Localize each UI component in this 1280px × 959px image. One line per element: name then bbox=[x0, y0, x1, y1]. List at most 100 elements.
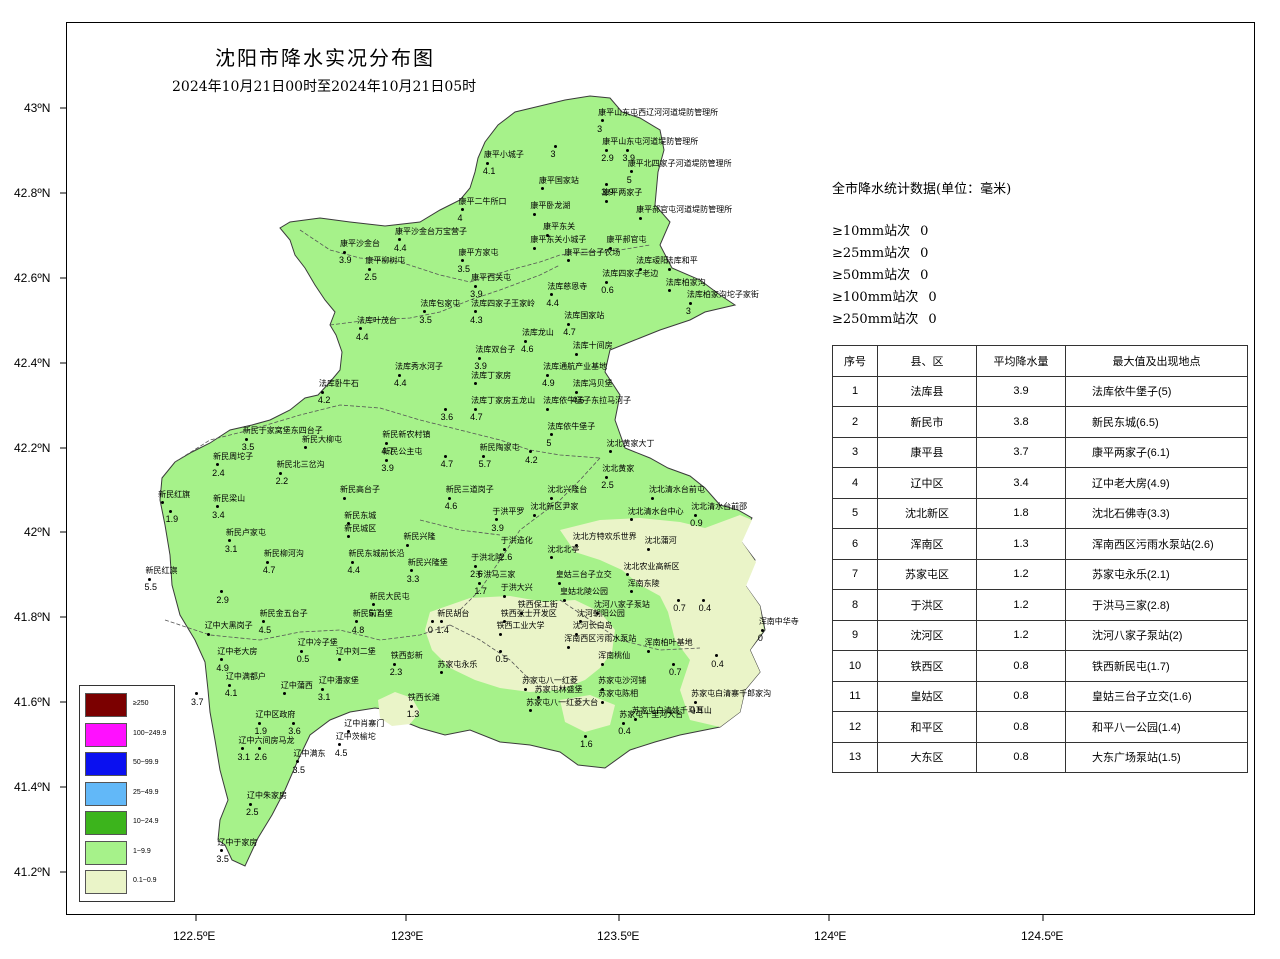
station-marker bbox=[503, 594, 507, 598]
station-value: 2.6 bbox=[254, 751, 267, 762]
map-title: 沈阳市降水实况分布图 bbox=[215, 46, 435, 70]
station-marker bbox=[672, 662, 676, 666]
station-name: 新民胡台 bbox=[437, 608, 470, 618]
station-name: 法库柏家沟 bbox=[665, 277, 706, 287]
lat-label: 41.4ºN bbox=[14, 780, 51, 794]
station-marker bbox=[300, 649, 304, 653]
station-name: 辽中茨榆坨 bbox=[335, 731, 376, 741]
station-name: 浑南桃仙 bbox=[598, 651, 631, 661]
station-name: 康平东关 bbox=[543, 222, 576, 232]
row-district: 新民市 bbox=[877, 406, 977, 438]
station-name: 辽中潘家堡 bbox=[318, 676, 359, 686]
station-value: 2.9 bbox=[601, 153, 614, 164]
table-row: 2 新民市 3.8 新民东城(6.5) bbox=[832, 406, 1248, 438]
station-marker bbox=[609, 450, 613, 454]
station-name: 苏家屯八一红菱大台 bbox=[526, 697, 599, 707]
station-marker bbox=[266, 560, 270, 564]
station-marker bbox=[554, 144, 558, 148]
station-value: 4.9 bbox=[216, 662, 229, 673]
station-value: 2.5 bbox=[364, 272, 377, 283]
station-value: 4.3 bbox=[470, 314, 483, 325]
station-value: 4.6 bbox=[571, 395, 585, 406]
station-value: 0.5 bbox=[495, 654, 509, 665]
station-marker bbox=[693, 513, 697, 517]
station-name: 新民金五台子 bbox=[259, 608, 308, 618]
station-name: 铁西长滩 bbox=[407, 693, 440, 703]
station-name: 法库通航产业基地 bbox=[543, 362, 608, 372]
station-marker bbox=[245, 437, 249, 441]
station-name: 于洪平罗 bbox=[492, 506, 525, 516]
station-name: 康平西关屯 bbox=[471, 273, 512, 283]
station-value: 4.8 bbox=[351, 624, 365, 635]
station-name: 康平小城子 bbox=[483, 150, 524, 160]
station-marker bbox=[583, 734, 587, 738]
station-value: 3.5 bbox=[292, 764, 306, 775]
lat-label: 41.6ºN bbox=[14, 695, 51, 709]
station-value: 0.6 bbox=[601, 285, 614, 296]
station-value: 3.1 bbox=[224, 543, 238, 554]
row-average: 3.4 bbox=[976, 467, 1066, 499]
row-max-location: 沈北石佛寺(3.3) bbox=[1065, 497, 1248, 529]
station-marker bbox=[575, 632, 579, 636]
station-value: 3.6 bbox=[288, 726, 301, 737]
stat-line: ≥100mm站次 0 bbox=[832, 286, 937, 305]
station-name: 沈北黄家 bbox=[602, 464, 635, 474]
row-index: 3 bbox=[832, 436, 878, 468]
station-name: 新民大民屯 bbox=[369, 591, 410, 601]
legend-label: 1~9.9 bbox=[133, 847, 151, 855]
station-name: 法库双台子 bbox=[475, 345, 516, 355]
station-marker bbox=[549, 433, 553, 437]
station-marker bbox=[194, 692, 198, 696]
station-value: 5.7 bbox=[368, 607, 382, 618]
station-name: 铁西彭新 bbox=[390, 651, 423, 661]
station-value: 0 bbox=[757, 633, 763, 644]
lon-label: 124.5ºE bbox=[1021, 929, 1064, 943]
station-marker bbox=[625, 148, 629, 152]
station-name: 康平东关小城子 bbox=[530, 235, 587, 245]
station-name: 法库丁家房五龙山 bbox=[471, 396, 536, 406]
station-marker bbox=[668, 267, 672, 271]
station-marker bbox=[448, 496, 452, 500]
station-name: 法库卧牛石 bbox=[318, 379, 359, 389]
row-max-location: 浑南西区污雨水泵站(2.6) bbox=[1065, 528, 1248, 560]
station-name: 浑南东陵 bbox=[627, 578, 660, 588]
station-marker bbox=[625, 573, 629, 577]
table-row: 10 铁西区 0.8 铁西新民屯(1.7) bbox=[832, 650, 1248, 682]
table-row: 8 于洪区 1.2 于洪马三家(2.8) bbox=[832, 589, 1248, 621]
table-row: 13 大东区 0.8 大东广场泵站(1.5) bbox=[832, 741, 1248, 773]
row-average: 3.7 bbox=[976, 436, 1066, 468]
station-marker bbox=[359, 327, 363, 331]
district-rain-table: 序号 县、区 平均降水量 最大值及出现地点 1 法库县 3.9 法库依牛堡子(5) 2 新… bbox=[832, 345, 1248, 773]
station-marker bbox=[397, 238, 401, 242]
station-marker bbox=[604, 182, 608, 186]
row-max-location: 新民东城(6.5) bbox=[1065, 406, 1248, 438]
station-marker bbox=[460, 259, 464, 263]
station-marker bbox=[714, 654, 718, 658]
station-value: 3.9 bbox=[470, 289, 483, 300]
station-name: 苏家屯陈相 bbox=[598, 689, 639, 699]
station-marker bbox=[549, 496, 553, 500]
station-name: 康平山东屯河道堤防管理所 bbox=[602, 137, 699, 147]
stat-value: 0 bbox=[928, 312, 937, 327]
station-value: 3.9 bbox=[339, 255, 352, 266]
stat-label: ≥25mm站次 bbox=[832, 246, 911, 261]
row-district: 康平县 bbox=[877, 436, 977, 468]
row-district: 于洪区 bbox=[877, 589, 977, 621]
table-row: 11 皇姑区 0.8 皇姑三台子立交(1.6) bbox=[832, 680, 1248, 712]
station-value: 0 bbox=[427, 624, 433, 635]
station-value: 2.6 bbox=[499, 552, 513, 563]
station-marker bbox=[600, 662, 604, 666]
station-marker bbox=[460, 208, 464, 212]
station-marker bbox=[473, 407, 477, 411]
station-value: 0.9 bbox=[690, 518, 703, 529]
row-max-location: 沈河八家子泵站(2) bbox=[1065, 619, 1248, 651]
legend-item: 100~249.9 bbox=[85, 722, 171, 747]
station-name: 辽中区政府 bbox=[255, 710, 296, 720]
station-name: 沈北方特欢乐世界 bbox=[572, 532, 637, 542]
row-average: 0.8 bbox=[976, 741, 1066, 773]
col-header: 县、区 bbox=[877, 345, 977, 377]
station-value: 2.6 bbox=[470, 569, 483, 580]
station-value: 3 bbox=[597, 123, 603, 134]
station-marker bbox=[693, 700, 697, 704]
row-district: 法库县 bbox=[877, 375, 977, 407]
